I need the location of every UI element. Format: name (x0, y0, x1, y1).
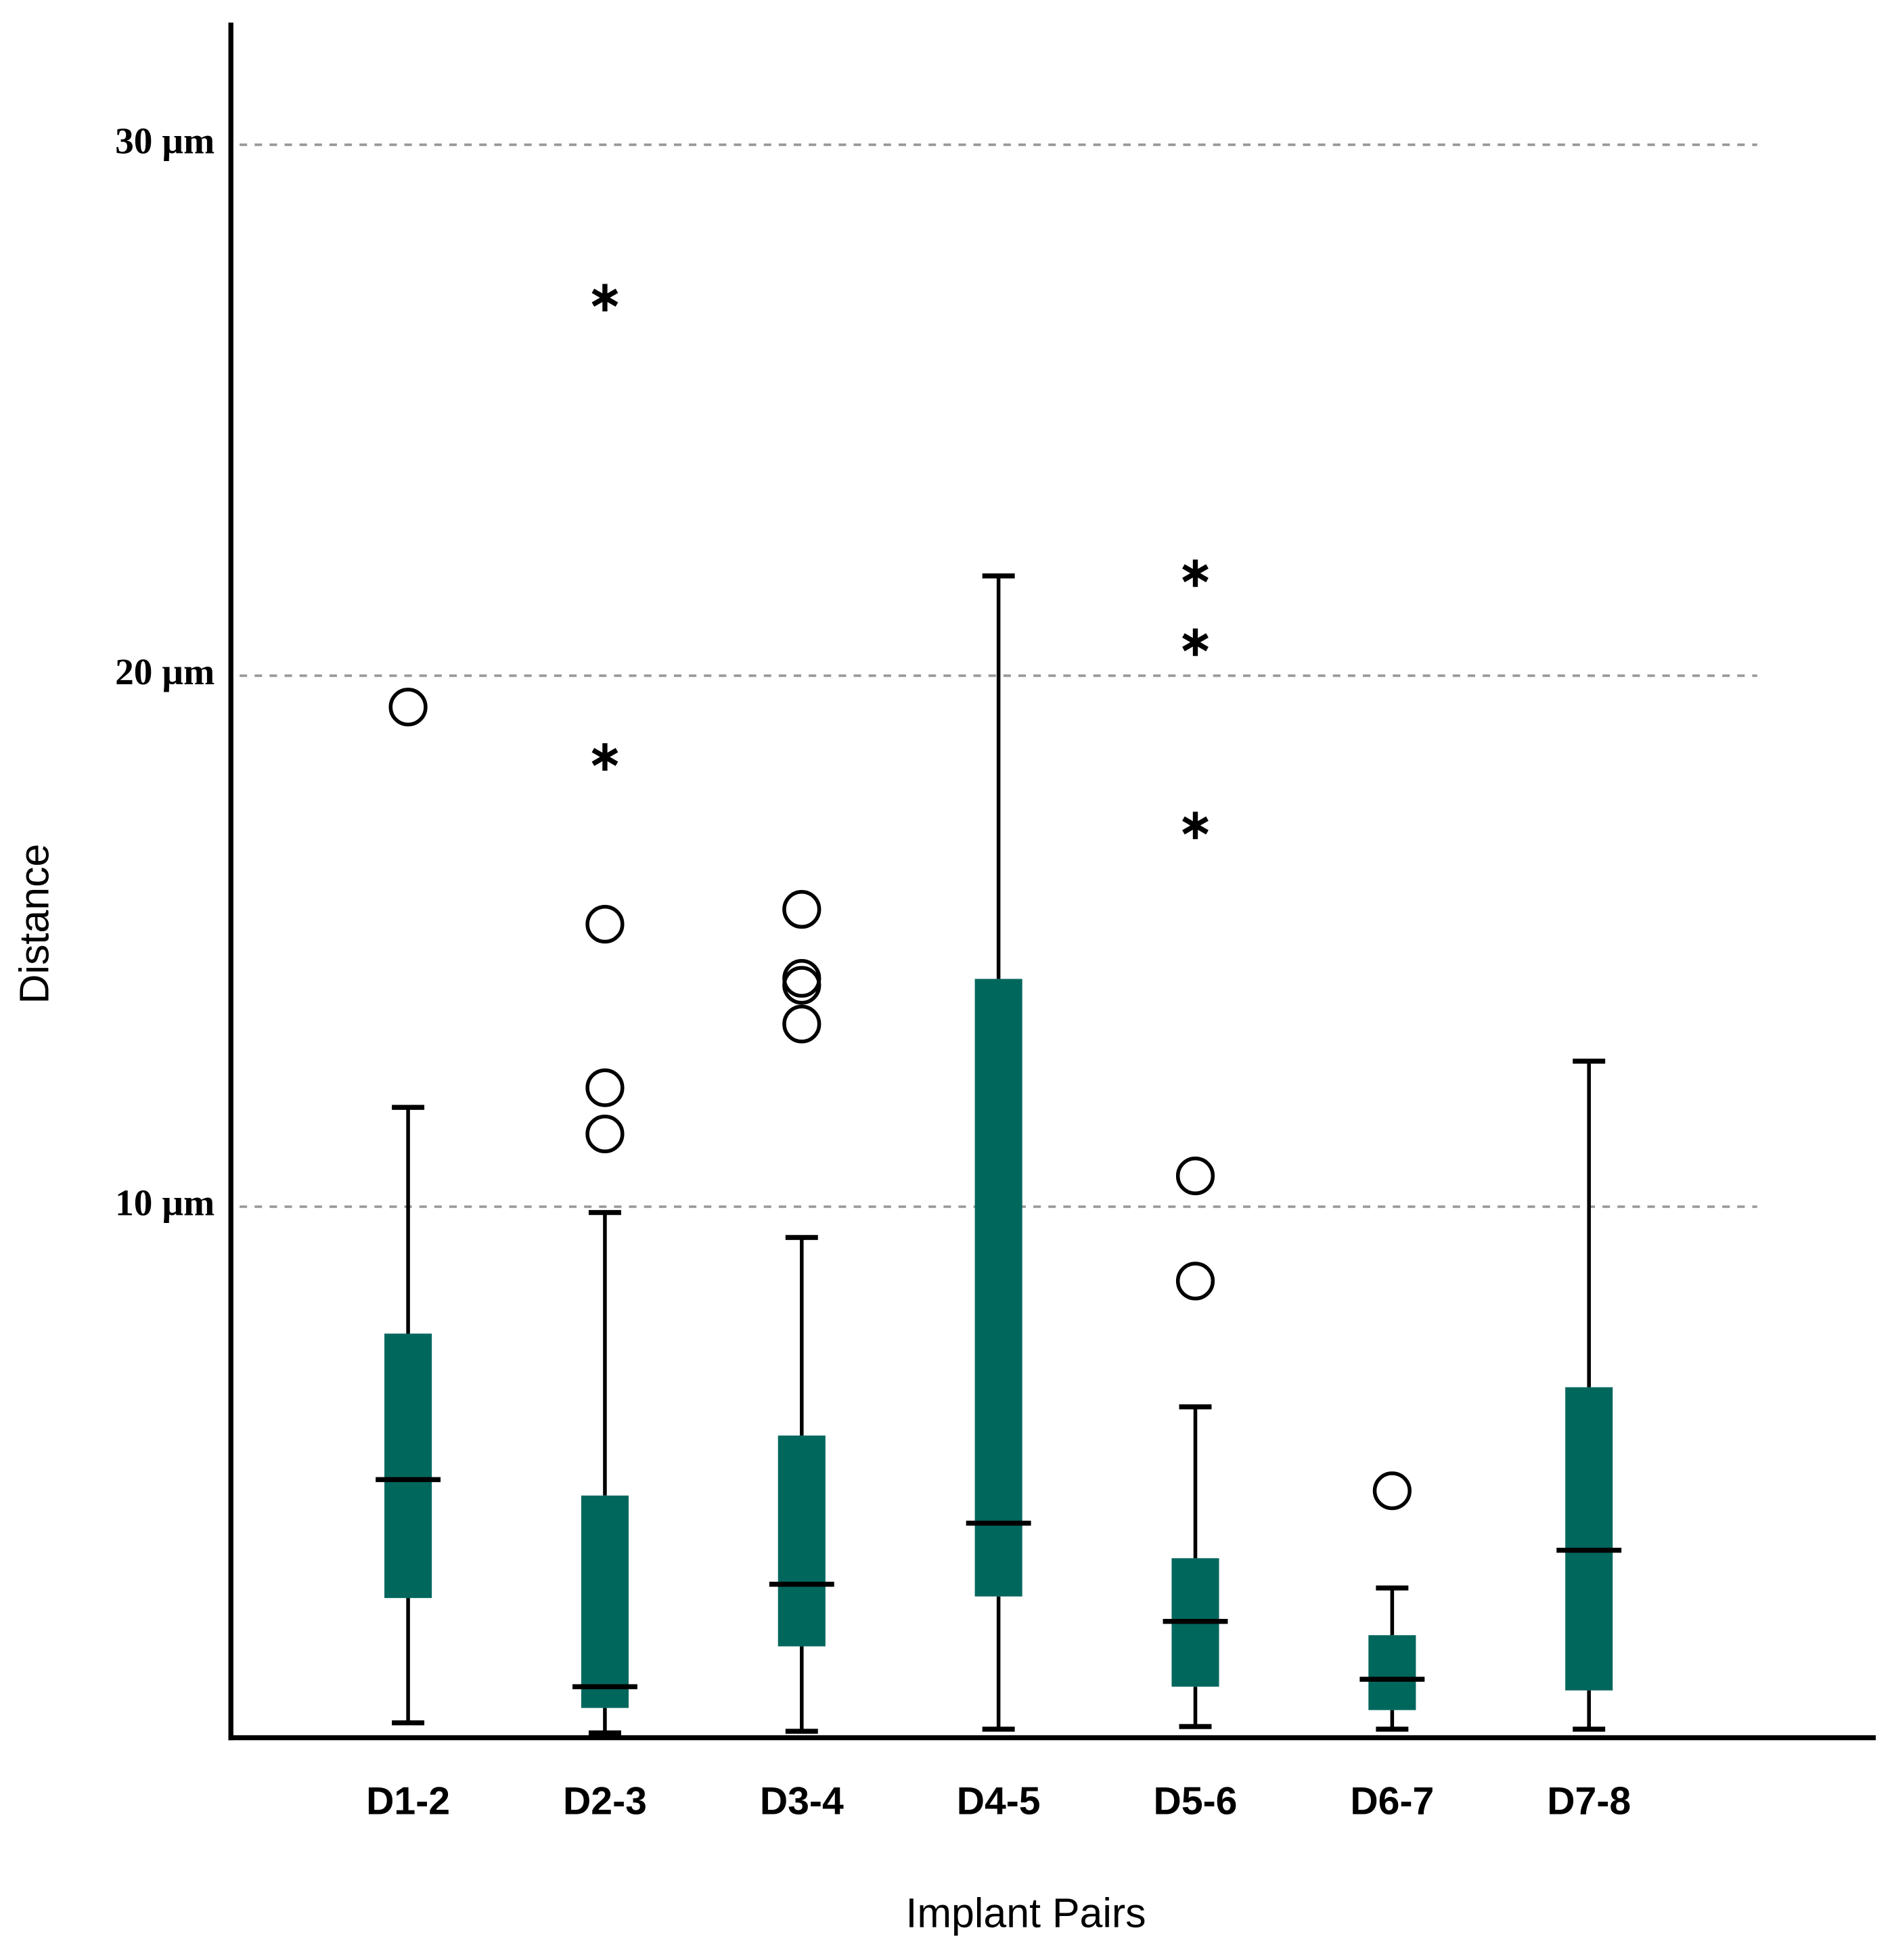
outlier-point (585, 1068, 625, 1107)
outlier-point (782, 966, 821, 1005)
box (1565, 1387, 1613, 1691)
x-tick-label: D5-6 (1154, 1779, 1238, 1823)
box (1368, 1635, 1416, 1710)
x-tick-label: D6-7 (1350, 1779, 1434, 1823)
y-axis-title: Distance (11, 844, 57, 1004)
y-tick-label: 20 µm (115, 651, 215, 692)
outlier-point (585, 1114, 625, 1154)
box (974, 979, 1022, 1597)
outlier-point (1175, 1156, 1215, 1196)
outlier-point (1175, 1262, 1215, 1301)
x-tick-label: D2-3 (563, 1779, 647, 1823)
outlier-point (388, 688, 428, 727)
x-tick-label: D1-2 (366, 1779, 450, 1823)
y-tick-label: 30 µm (115, 120, 215, 162)
box (384, 1333, 432, 1599)
extreme-point (1182, 559, 1209, 587)
extreme-point (591, 284, 618, 312)
outlier-point (1372, 1471, 1412, 1511)
extreme-point (1182, 811, 1209, 839)
x-tick-label: D3-4 (760, 1779, 844, 1823)
outlier-point (585, 904, 625, 944)
extreme-point (591, 743, 618, 771)
outlier-point (782, 890, 821, 929)
box (581, 1495, 629, 1708)
outlier-point (782, 1004, 821, 1044)
box (778, 1435, 826, 1647)
x-axis-title: Implant Pairs (905, 1890, 1146, 1936)
x-tick-label: D4-5 (957, 1779, 1041, 1823)
x-tick-label: D7-8 (1547, 1779, 1631, 1823)
y-tick-label: 10 µm (115, 1182, 215, 1224)
extreme-point (1182, 628, 1209, 656)
